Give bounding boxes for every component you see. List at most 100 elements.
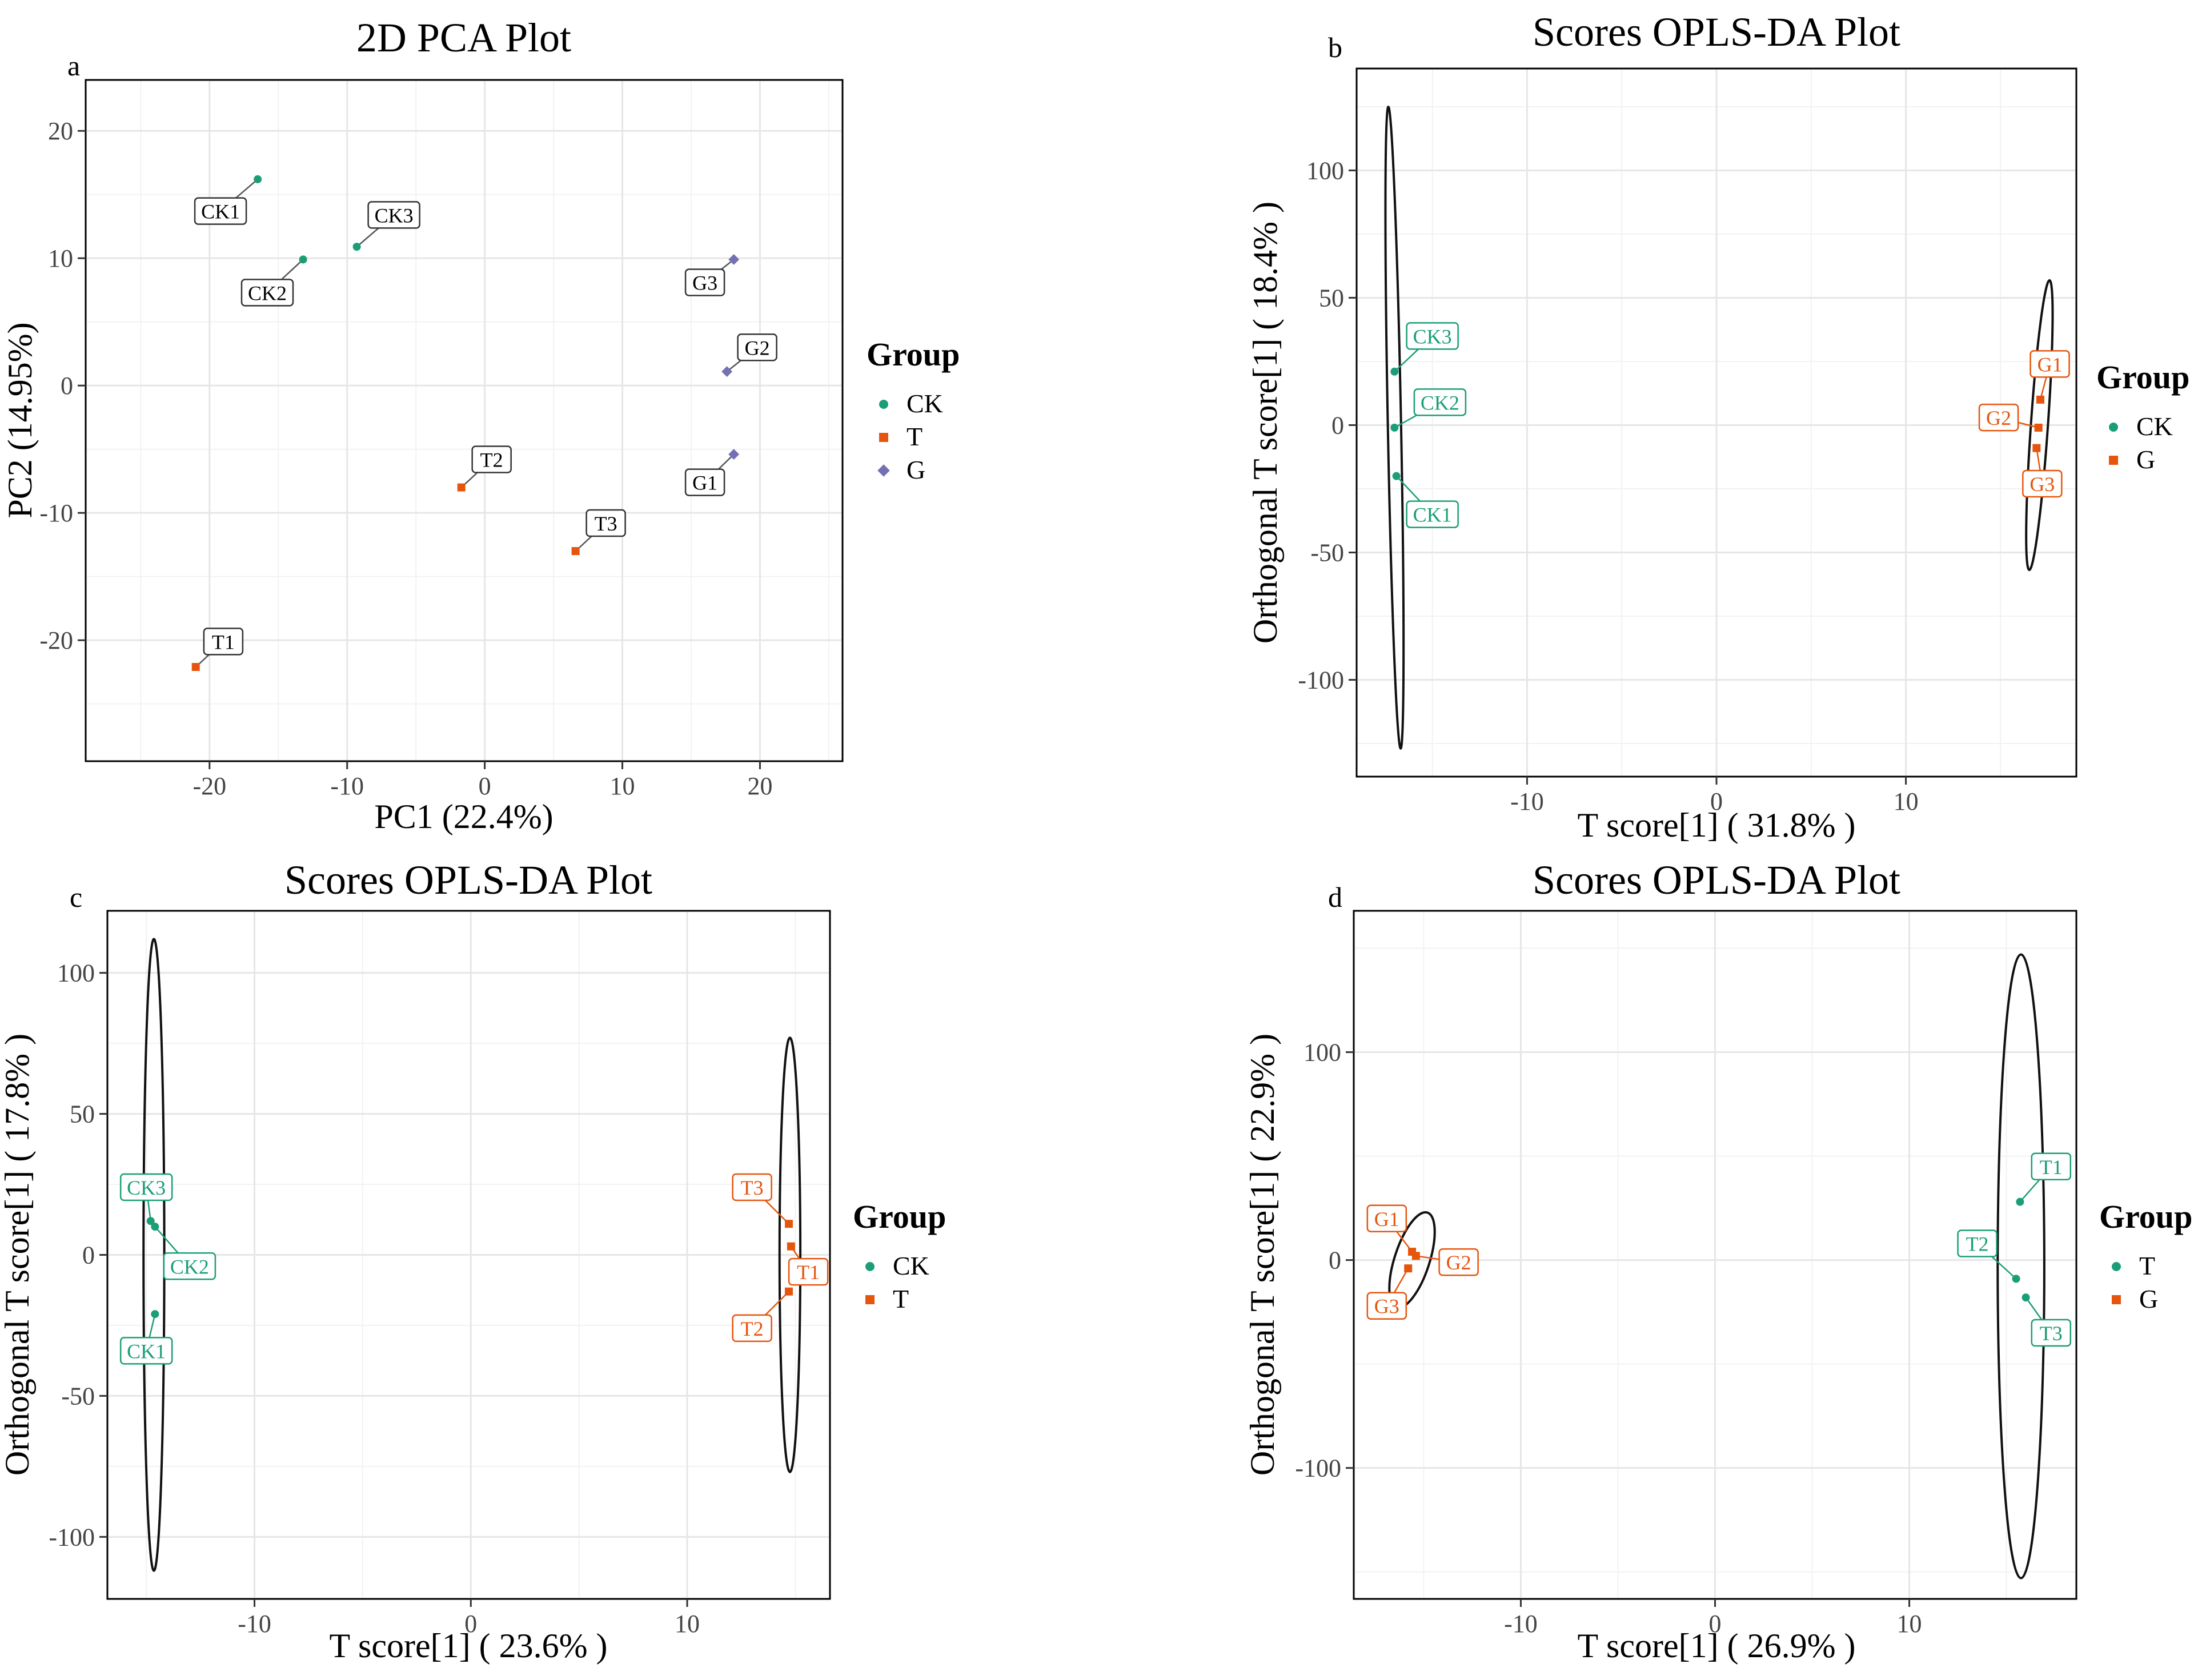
point-label: CK3 [375, 204, 414, 227]
point-label-box [119, 1337, 173, 1365]
point-label: G3 [2029, 473, 2055, 496]
x-axis-label: T score[1] ( 23.6% ) [329, 1627, 607, 1665]
y-tick-label: -100 [1298, 666, 1344, 694]
point-label-box [1957, 1229, 1998, 1257]
point-label-box [737, 333, 777, 361]
panel-tag: b [1328, 31, 1342, 63]
x-tick-label: 10 [610, 772, 635, 800]
point-label-box [163, 1252, 216, 1280]
data-point-t3 [571, 547, 580, 556]
x-tick-label: 10 [1894, 787, 1919, 815]
panel-tag: c [70, 881, 82, 913]
point-label-box [194, 197, 247, 225]
legend-key-t [865, 1295, 875, 1304]
legend: Group TG [2099, 1198, 2192, 1313]
y-tick-label: -100 [49, 1523, 95, 1551]
legend-entry-ck: CK [893, 1251, 929, 1280]
data-point-g3 [728, 254, 740, 265]
x-tick-label: -10 [1504, 1610, 1538, 1638]
y-tick-label: 50 [1319, 284, 1344, 312]
y-tick-label: -10 [39, 499, 73, 527]
point-label-box [684, 468, 725, 496]
data-point-t1 [2016, 1197, 2024, 1206]
gridlines [87, 81, 841, 760]
x-axis-label: T score[1] ( 31.8% ) [1577, 806, 1855, 844]
x-tick-label: 10 [1897, 1610, 1922, 1638]
data-point-ck3 [1390, 367, 1399, 376]
point-label-box [367, 201, 420, 229]
x-tick-label: -10 [238, 1610, 271, 1638]
point-label-box [2022, 469, 2063, 498]
y-tick-label: 100 [1303, 1039, 1341, 1067]
y-tick-label: 10 [48, 244, 73, 272]
data-point-t2 [785, 1287, 793, 1296]
y-tick-label: 0 [61, 372, 73, 400]
data-point-g3 [2032, 444, 2041, 452]
gridlines [109, 912, 829, 1598]
point-label: T3 [595, 512, 617, 535]
legend-entry-t: T [893, 1284, 909, 1313]
point-label: T1 [2040, 1156, 2063, 1179]
point-label: CK1 [1413, 504, 1452, 526]
point-label-box [585, 509, 626, 537]
point-label-box [2031, 1319, 2072, 1347]
chart-title: Scores OPLS-DA Plot [1533, 857, 1900, 903]
y-tick-label: -20 [39, 626, 73, 654]
point-label: G1 [1374, 1208, 1399, 1231]
data-point-ck3 [146, 1217, 155, 1225]
y-axis-label: Orthogonal T score[1] ( 17.8% ) [0, 1034, 36, 1476]
legend: Group CK T [853, 1198, 946, 1313]
data-point-t3 [785, 1220, 793, 1228]
point-label-box [1413, 388, 1467, 416]
point-label: CK1 [127, 1340, 166, 1363]
data-point-ck3 [352, 243, 361, 251]
panel-a: -20 -10 0 10 20 -20 -10 0 10 20 CK1 CK2 CK3 T1 T2 T3 G1 G… [1, 15, 960, 835]
x-tick-label: 0 [1709, 1610, 1722, 1638]
legend-key-g [877, 464, 890, 477]
legend-key-g [2112, 1295, 2121, 1304]
legend: Group CK TG [867, 336, 960, 484]
point-label-box [2029, 350, 2070, 378]
legend-entry-g: G [2139, 1284, 2158, 1313]
panel-tag: d [1328, 881, 1342, 913]
legend-key-t [2112, 1262, 2121, 1271]
point-label: G3 [1374, 1295, 1399, 1318]
panel-tag: a [67, 50, 80, 82]
point-label: G2 [1986, 407, 2011, 429]
point-label-box [2031, 1152, 2072, 1181]
point-label-box [684, 268, 725, 296]
legend-title: Group [2096, 359, 2189, 396]
point-label: G2 [1446, 1251, 1471, 1274]
legend-key-g [2109, 456, 2118, 465]
data-point-ck1 [254, 175, 262, 183]
point-label: T2 [1966, 1232, 1989, 1255]
legend-key-ck [865, 1262, 875, 1271]
point-label: G3 [692, 272, 717, 295]
confidence-ellipse-g [2025, 279, 2054, 572]
legend-entry-ck: CK [2136, 412, 2173, 441]
point-label-box [203, 628, 244, 656]
point-label: G2 [745, 336, 770, 359]
data-point-g2 [1411, 1252, 1420, 1260]
x-tick-label: -10 [330, 772, 364, 800]
x-tick-label: 10 [675, 1610, 700, 1638]
point-label: CK2 [170, 1255, 209, 1278]
data-point-t3 [2022, 1293, 2030, 1302]
y-axis-label: PC2 (14.95%) [1, 322, 39, 518]
chart-title: Scores OPLS-DA Plot [284, 857, 652, 903]
legend-entry-ck: CK [907, 389, 943, 418]
point-label: T1 [212, 630, 235, 653]
data-point-ck2 [151, 1223, 159, 1231]
data-point-ck2 [299, 255, 307, 264]
point-label: CK1 [201, 200, 240, 223]
x-axis-label: T score[1] ( 26.9% ) [1577, 1627, 1855, 1665]
point-label: T1 [797, 1261, 820, 1284]
data-point-g2 [721, 366, 733, 377]
data-point-t2 [457, 483, 466, 492]
y-tick-label: -50 [61, 1382, 95, 1410]
point-label-box [732, 1173, 772, 1201]
x-tick-label: 0 [1710, 787, 1723, 815]
x-tick-label: -10 [1510, 787, 1544, 815]
